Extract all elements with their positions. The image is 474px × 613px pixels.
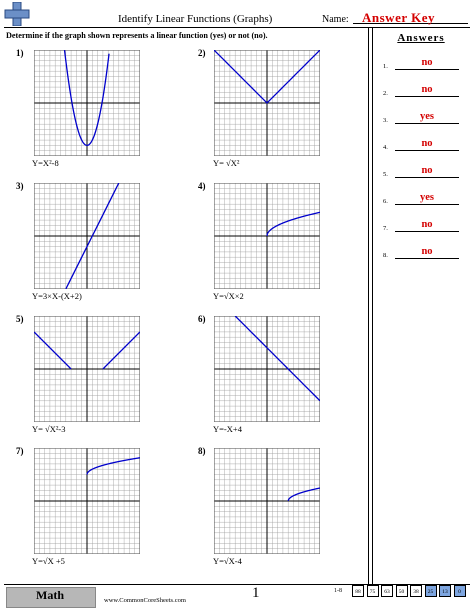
score-cell: 25 [424, 585, 437, 597]
answer-number: 6. [383, 198, 388, 205]
footer-rule [4, 584, 470, 585]
subject-label: Math [36, 588, 64, 602]
answer-number: 5. [383, 171, 388, 178]
problem-number: 7) [16, 446, 24, 456]
function-curve [34, 331, 72, 370]
function-equation: Y= √X²-3 [32, 424, 66, 434]
function-equation: Y=√X×2 [213, 291, 244, 301]
function-curve [86, 457, 140, 475]
answer-line [395, 123, 459, 124]
plus-logo-icon [4, 2, 30, 26]
function-graph [214, 183, 320, 289]
answer-value: no [421, 165, 433, 176]
score-cell: 0 [453, 585, 466, 597]
answer-line [395, 204, 459, 205]
score-cell: 50 [395, 585, 408, 597]
panel-divider [368, 27, 369, 585]
name-line [353, 23, 468, 24]
answer-number: 2. [383, 90, 388, 97]
graph-border [34, 183, 140, 289]
function-equation: Y=√X +5 [32, 556, 65, 566]
answer-value: no [421, 138, 433, 149]
function-curve [287, 487, 320, 502]
name-label: Name: [322, 14, 349, 25]
function-curve [214, 50, 320, 104]
answer-line [395, 69, 459, 70]
function-curve [63, 50, 110, 147]
answer-line [395, 177, 459, 178]
score-range: 1-8 [334, 588, 342, 594]
score-cell: 75 [366, 585, 379, 597]
function-graph [34, 183, 140, 289]
graph-border [214, 183, 320, 289]
function-equation: Y=3×X-(X+2) [32, 291, 82, 301]
answer-value: yes [420, 111, 434, 122]
function-curve [266, 211, 320, 237]
function-equation: Y=√X-4 [213, 556, 242, 566]
score-cell: 88 [352, 585, 364, 597]
answer-line [395, 150, 459, 151]
page-number: 1 [252, 585, 260, 601]
answer-value: no [421, 57, 433, 68]
answer-value: yes [420, 192, 434, 203]
problem-number: 8) [198, 446, 206, 456]
function-equation: Y=-X+4 [213, 424, 242, 434]
problem-number: 5) [16, 314, 24, 324]
answer-number: 4. [383, 144, 388, 151]
function-curve [102, 331, 140, 370]
graph-border [214, 316, 320, 422]
problem-number: 2) [198, 48, 206, 58]
answer-number: 8. [383, 252, 388, 259]
score-cell: 13 [439, 585, 451, 597]
graph-border [34, 316, 140, 422]
function-graph [214, 448, 320, 554]
answer-value: no [421, 219, 433, 230]
graph-border [34, 50, 140, 156]
answer-number: 7. [383, 225, 388, 232]
graph-border [214, 448, 320, 554]
problem-number: 6) [198, 314, 206, 324]
header-rule [4, 27, 470, 28]
function-graph [34, 50, 140, 156]
instructions: Determine if the graph shown represents … [6, 31, 268, 40]
score-cell: 38 [410, 585, 422, 597]
problem-number: 1) [16, 48, 24, 58]
function-graph [34, 316, 140, 422]
worksheet-title: Identify Linear Functions (Graphs) [118, 13, 273, 25]
answer-line [395, 231, 459, 232]
answer-number: 3. [383, 117, 388, 124]
answer-number: 1. [383, 63, 388, 70]
function-curve [65, 183, 120, 289]
graph-border [214, 50, 320, 156]
problem-number: 3) [16, 181, 24, 191]
answer-line [395, 258, 459, 259]
function-graph [34, 448, 140, 554]
function-graph [214, 316, 320, 422]
panel-divider [372, 27, 373, 585]
function-equation: Y= √X² [213, 158, 240, 168]
function-curve [234, 316, 320, 402]
function-graph [214, 50, 320, 156]
answer-line [395, 96, 459, 97]
graph-border [34, 448, 140, 554]
problem-number: 4) [198, 181, 206, 191]
answer-value: no [421, 84, 433, 95]
subject-badge [6, 587, 96, 608]
answer-key-label: Answer Key [362, 10, 436, 25]
score-cell: 63 [381, 585, 393, 597]
answer-value: no [421, 246, 433, 257]
site-url: www.CommonCoreSheets.com [104, 597, 186, 604]
function-equation: Y=X²-8 [32, 158, 59, 168]
answers-heading: Answers [397, 32, 445, 44]
